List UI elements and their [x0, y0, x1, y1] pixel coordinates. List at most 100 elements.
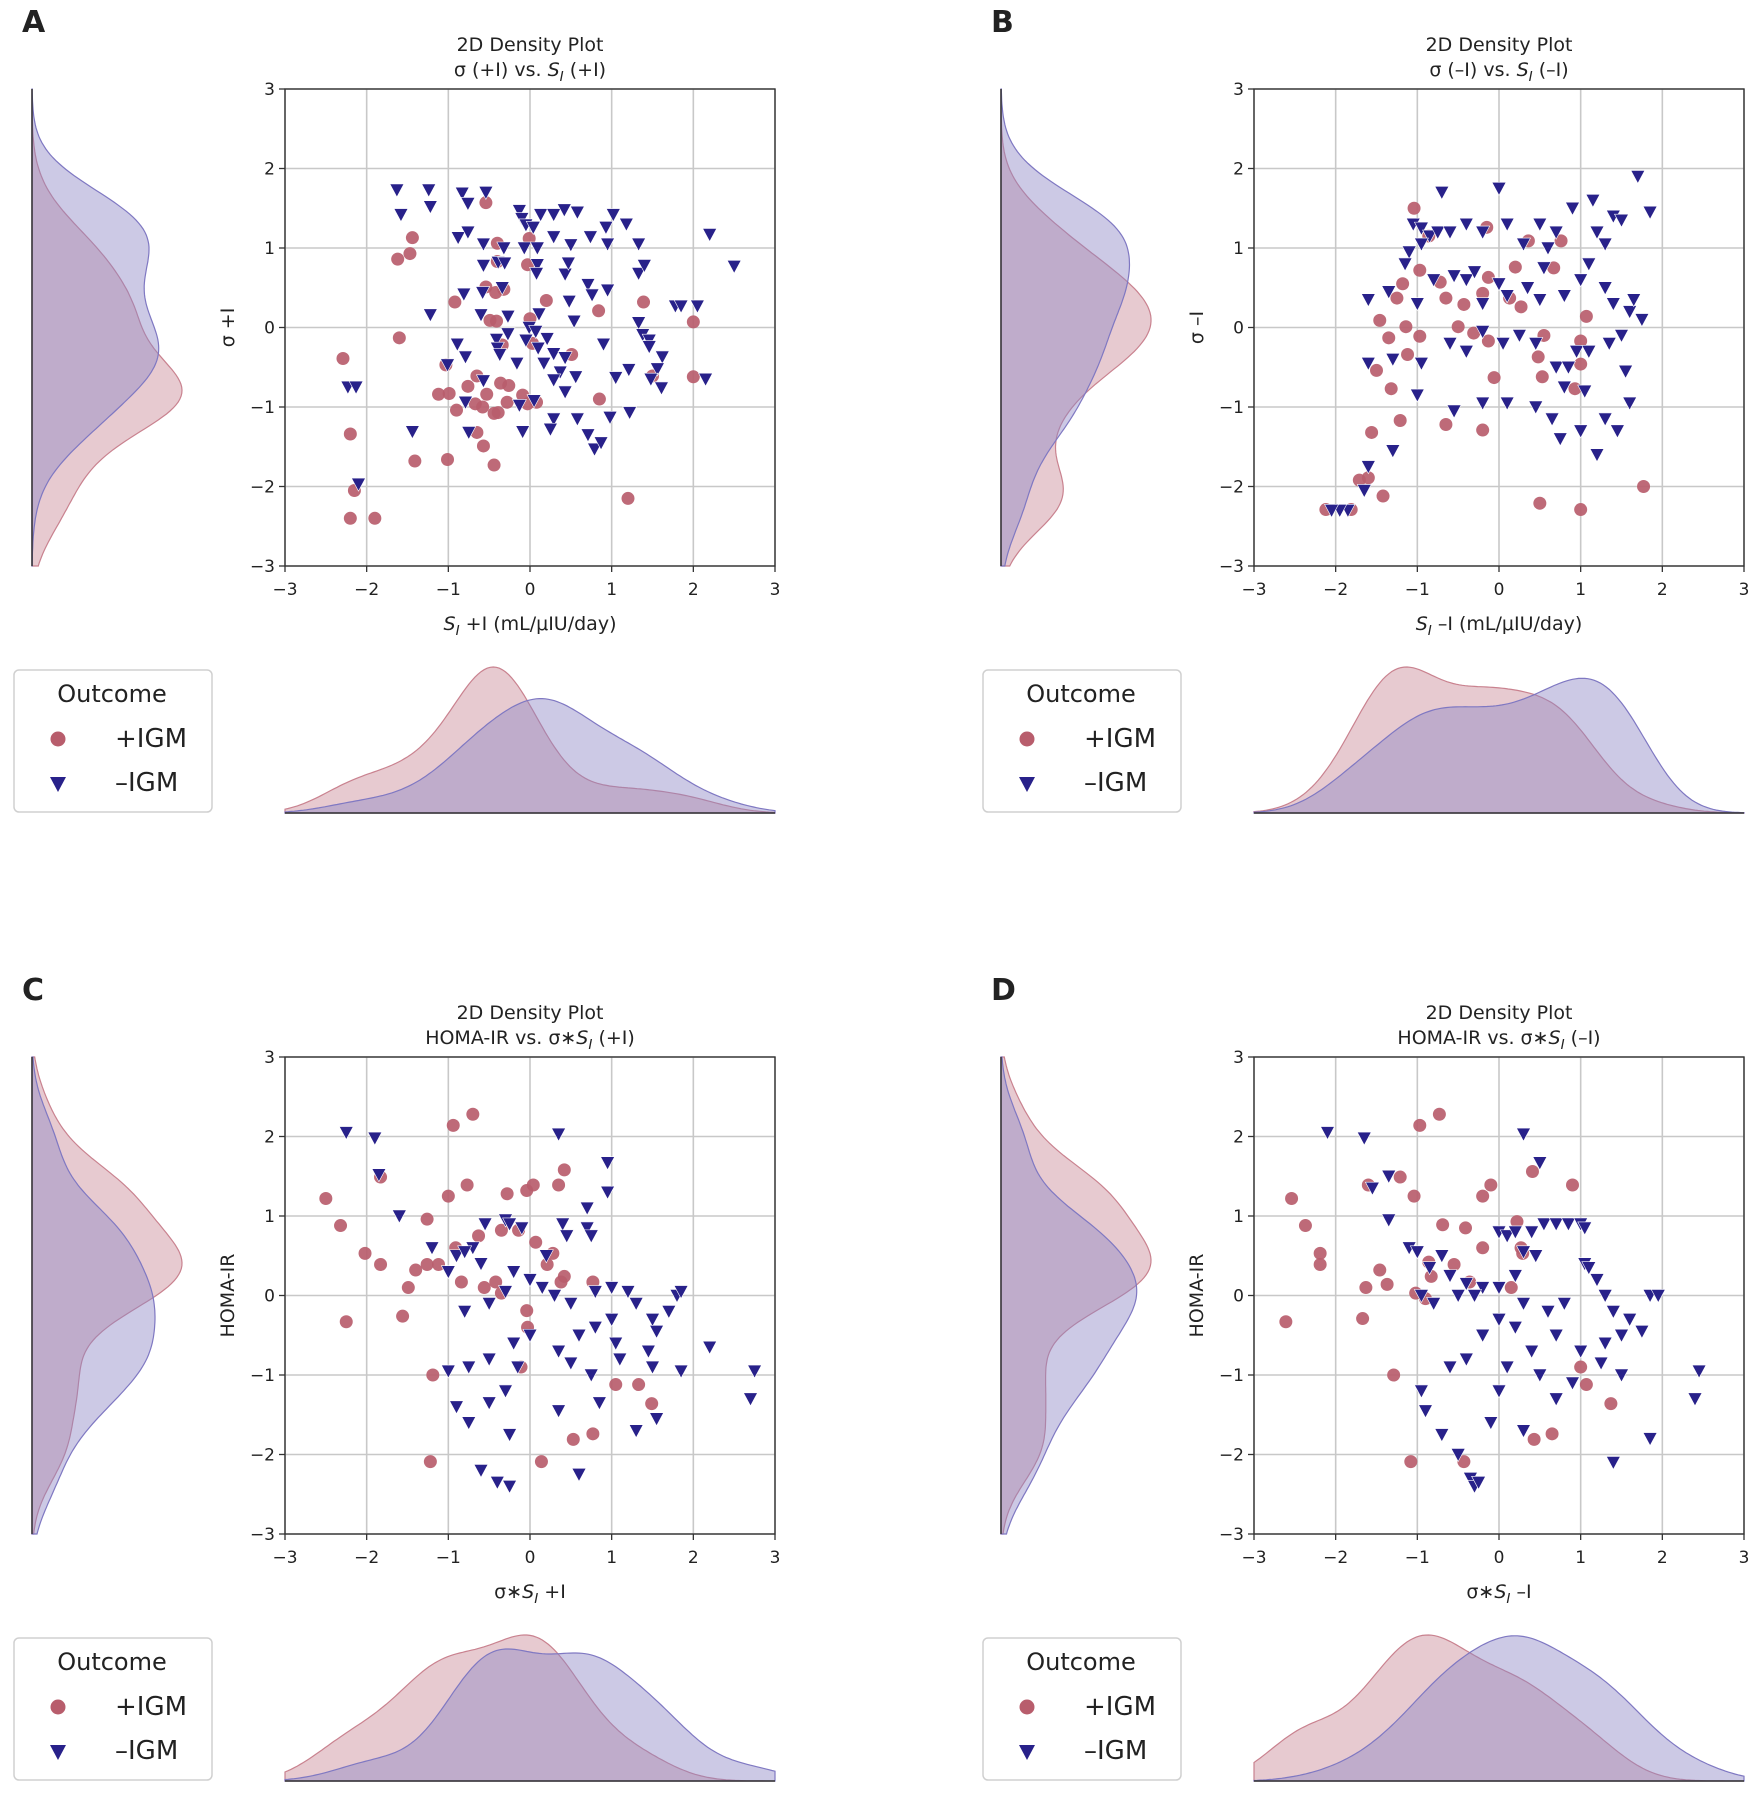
x-tick-label: 1 [606, 580, 617, 600]
y-tick-label: −1 [1219, 398, 1244, 418]
point-neg-igm [497, 256, 513, 271]
point-neg-igm [1622, 1313, 1638, 1327]
point-neg-igm [1381, 1169, 1397, 1184]
point-neg-igm [502, 1217, 518, 1232]
point-neg-igm [557, 267, 573, 282]
point-neg-igm [587, 1285, 603, 1300]
point-neg-igm [600, 237, 616, 252]
point-neg-igm [528, 325, 544, 340]
point-pos-igm [1508, 260, 1522, 274]
point-neg-igm [1548, 360, 1564, 375]
point-pos-igm [374, 1257, 388, 1271]
x-tick-label: 2 [1657, 580, 1668, 600]
point-neg-igm [497, 1285, 514, 1300]
x-tick-label: 3 [1739, 580, 1750, 600]
legend: Outcome +IGM –IGM [13, 1637, 213, 1781]
point-neg-igm [742, 1392, 759, 1407]
y-tick-label: 2 [264, 1128, 275, 1148]
point-neg-igm [551, 1127, 567, 1142]
point-neg-igm [628, 1424, 644, 1439]
point-neg-igm [456, 287, 472, 302]
legend: Outcome +IGM –IGM [982, 1637, 1182, 1781]
point-pos-igm [1545, 1427, 1559, 1441]
point-neg-igm [1556, 1297, 1572, 1312]
point-pos-igm [491, 406, 505, 420]
point-neg-igm [1597, 237, 1613, 252]
point-pos-igm [358, 1246, 372, 1260]
point-neg-igm [457, 1245, 473, 1260]
point-pos-igm [1457, 1455, 1471, 1469]
point-pos-igm [645, 1397, 659, 1411]
x-density-pos-igm [284, 1634, 775, 1782]
point-pos-igm [520, 1304, 534, 1318]
point-neg-igm [1601, 337, 1617, 352]
point-pos-igm [420, 1257, 434, 1271]
point-neg-igm [584, 288, 600, 303]
point-neg-igm [450, 231, 466, 246]
x-axis-label-suffix: –I (mL/μIU/day) [1432, 613, 1582, 635]
point-neg-igm [649, 1412, 665, 1427]
point-pos-igm [1399, 320, 1413, 334]
point-neg-igm [1515, 237, 1532, 252]
point-neg-igm [481, 1396, 497, 1411]
point-neg-igm [1442, 225, 1458, 240]
point-pos-igm [1376, 489, 1390, 503]
point-neg-igm [510, 1360, 526, 1375]
point-neg-igm [1475, 1328, 1491, 1343]
point-pos-igm [441, 1189, 455, 1203]
point-pos-igm [466, 1107, 480, 1121]
point-pos-igm [1579, 309, 1593, 323]
point-neg-igm [1499, 1360, 1515, 1375]
point-neg-igm [1475, 1281, 1491, 1296]
point-neg-igm [583, 1229, 599, 1244]
x-tick-label: −1 [1405, 580, 1430, 600]
point-pos-igm [1432, 1107, 1446, 1121]
point-neg-igm [529, 267, 545, 282]
point-neg-igm [600, 283, 616, 298]
y-tick-label: 3 [1233, 1048, 1244, 1068]
chart-title: 2D Density Plot [1426, 34, 1573, 56]
x-tick-label: −3 [1241, 1548, 1266, 1568]
point-pos-igm [319, 1192, 333, 1206]
point-neg-igm [1548, 225, 1564, 240]
point-pos-igm [1384, 382, 1398, 396]
point-neg-igm [1409, 388, 1425, 403]
point-pos-igm [1298, 1219, 1312, 1233]
point-neg-igm [1515, 1127, 1532, 1142]
x-tick-label: 0 [525, 1548, 536, 1568]
y-tick-label: 0 [1233, 1287, 1244, 1307]
point-neg-igm [1413, 1384, 1429, 1399]
point-neg-igm [1515, 1424, 1532, 1439]
point-neg-igm [1524, 1225, 1540, 1240]
point-pos-igm [566, 1432, 580, 1446]
point-neg-igm [582, 230, 598, 245]
point-neg-igm [1458, 273, 1474, 288]
legend-marker-neg-igm [50, 1745, 66, 1760]
point-pos-igm [1533, 496, 1547, 510]
point-neg-igm [457, 1305, 473, 1320]
point-pos-igm [1451, 320, 1465, 334]
point-pos-igm [1574, 334, 1588, 348]
point-pos-igm [409, 1263, 423, 1277]
point-neg-igm [500, 327, 516, 342]
point-neg-igm [511, 399, 527, 414]
point-neg-igm [600, 1156, 616, 1171]
point-neg-igm [481, 1352, 497, 1367]
point-neg-igm [631, 237, 647, 252]
point-neg-igm [1381, 285, 1397, 300]
point-neg-igm [1450, 1289, 1466, 1304]
chart-subtitle-symbol: S [576, 1027, 588, 1049]
point-neg-igm [644, 1360, 661, 1375]
point-neg-igm [531, 307, 547, 322]
plot-frame [284, 1056, 776, 1535]
point-neg-igm [1597, 1336, 1613, 1351]
point-neg-igm [1589, 225, 1605, 240]
y-tick-label: −3 [250, 557, 275, 577]
x-density-pos-igm [284, 666, 776, 814]
legend-box [13, 669, 213, 813]
point-neg-igm [1618, 364, 1634, 379]
chart-subtitle: σ (–I) vs. SI (–I) [1429, 59, 1568, 85]
point-neg-igm [440, 1265, 456, 1280]
y-tick-label: 0 [1233, 319, 1244, 339]
